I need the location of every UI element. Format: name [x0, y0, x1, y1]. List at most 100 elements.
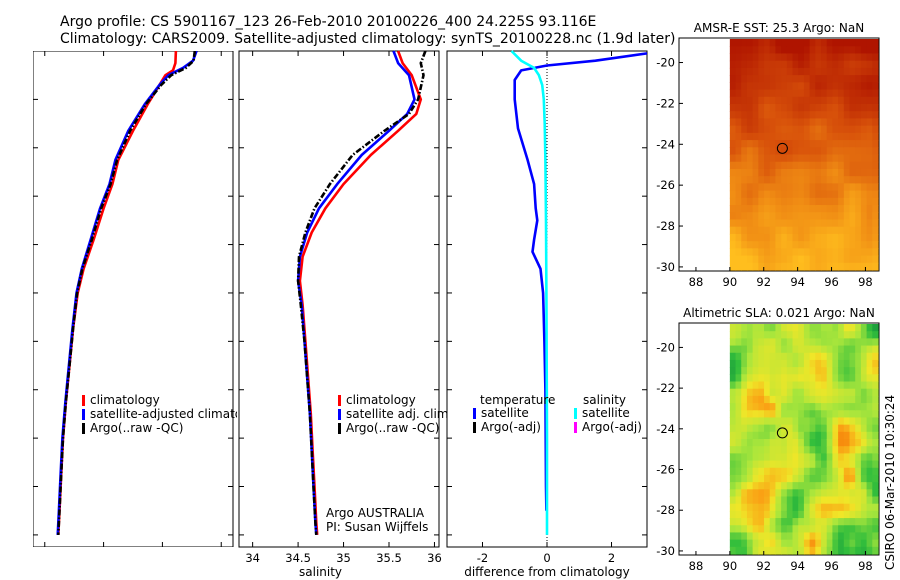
annotation-line1: Argo AUSTRALIA: [326, 506, 425, 520]
sla-cell: [786, 532, 794, 541]
sla-cell: [838, 474, 845, 483]
sla-cell: [741, 539, 748, 548]
sst-cell: [769, 212, 777, 221]
sst-cell: [821, 147, 828, 156]
sla-cell: [826, 367, 834, 375]
sla-cell: [866, 338, 873, 347]
sla-cell: [781, 439, 788, 447]
salinity-legend-swatch: [338, 409, 341, 420]
sst-cell: [860, 96, 868, 105]
sst-cell: [838, 39, 845, 47]
sst-cell: [855, 219, 862, 228]
sst-cell: [832, 103, 839, 112]
sla-cell: [866, 474, 873, 483]
temperature-xtick-label: 20: [155, 551, 170, 565]
sla-cell: [826, 518, 834, 526]
sst-cell: [860, 89, 868, 98]
sst-cell: [775, 262, 782, 271]
sla-cell: [792, 403, 799, 411]
sla-cell: [826, 424, 834, 433]
sla-cell: [741, 525, 748, 534]
sst-cell: [741, 60, 748, 69]
sst-cell: [855, 60, 862, 69]
sla-cell: [815, 338, 822, 347]
sla-cell: [729, 525, 737, 534]
sla-cell: [735, 539, 742, 548]
sla-cell: [752, 431, 759, 440]
sst-cell: [775, 226, 782, 235]
sst-cell: [849, 96, 856, 105]
sla-cell: [746, 324, 754, 332]
sst-cell: [775, 118, 782, 127]
sla-cell: [735, 417, 742, 426]
sla-cell: [781, 338, 788, 347]
sst-cell: [803, 46, 811, 55]
sla-cell: [809, 503, 816, 512]
sst-cell: [746, 132, 754, 141]
sla-cell: [809, 338, 816, 347]
sst-cell: [809, 219, 816, 228]
sla-cell: [843, 453, 851, 462]
sst-cell: [735, 219, 742, 228]
sla-cell: [860, 324, 868, 332]
sla-cell: [843, 496, 851, 505]
sla-cell: [775, 403, 782, 411]
sla-cell: [815, 431, 822, 440]
sst-cell: [866, 118, 873, 127]
sla-cell: [843, 510, 851, 519]
sst-cell: [855, 161, 862, 170]
sst-cell: [821, 140, 828, 148]
sla-cell: [798, 388, 805, 397]
sst-cell: [792, 262, 799, 271]
sst-cell: [786, 89, 794, 98]
sst-cell: [832, 147, 839, 156]
sla-cell: [809, 439, 816, 447]
sst-cell: [729, 262, 737, 271]
sla-cell: [792, 338, 799, 347]
sst-cell: [735, 75, 742, 83]
sst-cell: [752, 89, 759, 98]
sla-cell: [843, 367, 851, 375]
sla-cell: [860, 482, 868, 490]
sla-cell: [769, 367, 777, 375]
sla-cell: [872, 424, 879, 433]
sst-cell: [792, 241, 799, 249]
sla-cell: [781, 352, 788, 361]
sst-cell: [741, 205, 748, 213]
sla-cell: [866, 324, 873, 332]
sst-cell: [735, 168, 742, 177]
sla-cell: [843, 474, 851, 483]
sla-cell: [775, 439, 782, 447]
sla-cell: [843, 439, 851, 447]
sst-ytick-label: -30: [656, 260, 675, 274]
sla-cell: [821, 395, 828, 404]
sst-cell: [855, 125, 862, 134]
sst-cell: [729, 176, 737, 184]
sst-cell: [746, 161, 754, 170]
sla-cell: [729, 374, 737, 383]
sst-cell: [764, 53, 771, 62]
diff-legend-swatch: [574, 408, 577, 419]
sst-cell: [758, 111, 765, 120]
sla-cell: [803, 503, 811, 512]
sla-cell: [758, 417, 765, 426]
sla-cell: [849, 467, 856, 476]
sst-cell: [815, 190, 822, 199]
sla-cell: [781, 345, 788, 354]
sla-cell: [781, 446, 788, 454]
sst-cell: [855, 233, 862, 242]
sla-cell: [752, 374, 759, 383]
sla-cell: [764, 460, 771, 469]
sst-cell: [815, 82, 822, 91]
sst-cell: [798, 248, 805, 257]
sla-cell: [729, 439, 737, 447]
sst-cell: [855, 147, 862, 156]
sst-cell: [798, 255, 805, 264]
sst-cell: [752, 233, 759, 242]
sst-cell: [781, 82, 788, 91]
sst-cell: [838, 147, 845, 156]
sla-ytick-label: -28: [656, 503, 675, 517]
sst-cell: [826, 176, 834, 184]
sst-cell: [849, 67, 856, 76]
sst-cell: [758, 75, 765, 83]
